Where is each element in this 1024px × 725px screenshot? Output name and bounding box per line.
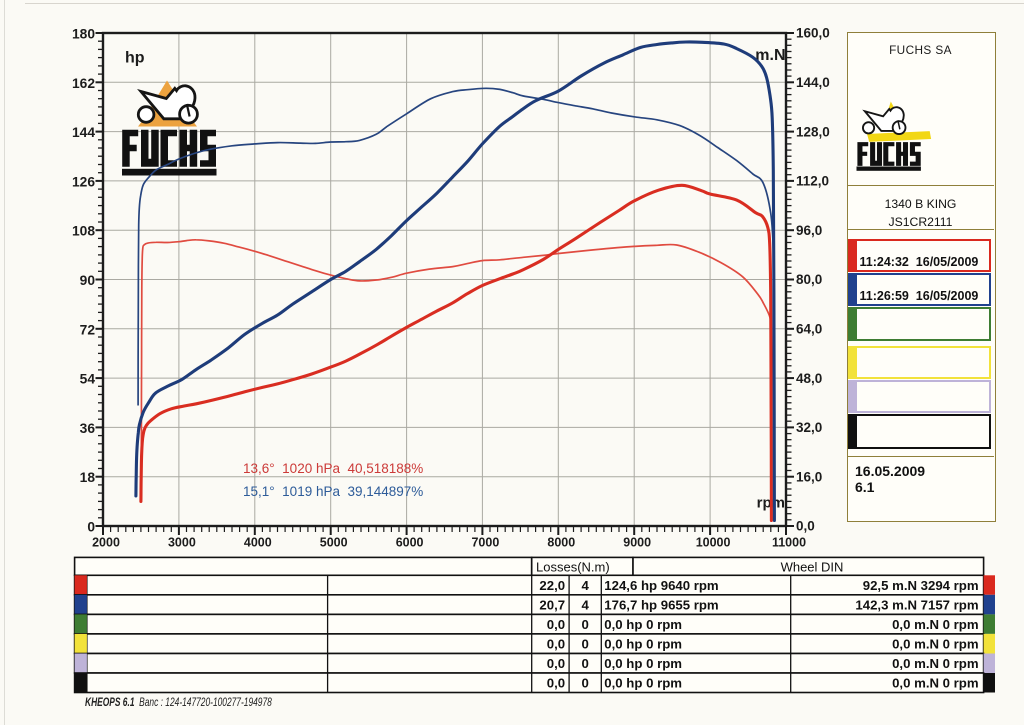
svg-text:3000: 3000: [168, 536, 196, 550]
svg-text:112,0: 112,0: [796, 174, 829, 189]
svg-text:0,0 hp 0 rpm: 0,0 hp 0 rpm: [604, 617, 682, 632]
svg-text:4: 4: [582, 578, 590, 593]
svg-text:18: 18: [80, 470, 96, 485]
svg-text:80,0: 80,0: [796, 272, 822, 287]
svg-text:Losses(N.m): Losses(N.m): [536, 559, 610, 574]
svg-text:0,0 hp 0 rpm: 0,0 hp 0 rpm: [604, 676, 682, 691]
svg-text:4000: 4000: [244, 536, 272, 550]
svg-text:48,0: 48,0: [796, 371, 822, 386]
svg-text:hp: hp: [125, 50, 145, 67]
svg-text:142,3 m.N 7157 rpm: 142,3 m.N 7157 rpm: [855, 597, 978, 612]
svg-text:180: 180: [72, 27, 95, 42]
svg-text:108: 108: [72, 224, 95, 239]
svg-text:0: 0: [582, 636, 589, 651]
svg-text:0,0 hp 0 rpm: 0,0 hp 0 rpm: [604, 636, 682, 651]
svg-text:11000: 11000: [772, 536, 806, 550]
svg-text:10000: 10000: [696, 536, 731, 550]
svg-text:20,7: 20,7: [539, 597, 565, 612]
svg-text:5000: 5000: [320, 536, 348, 550]
svg-text:92,5 m.N 3294 rpm: 92,5 m.N 3294 rpm: [863, 578, 979, 593]
svg-text:0,0 m.N 0 rpm: 0,0 m.N 0 rpm: [892, 676, 979, 691]
svg-text:0: 0: [582, 656, 589, 671]
svg-text:0,0 m.N 0 rpm: 0,0 m.N 0 rpm: [892, 617, 979, 632]
svg-text:124,6 hp 9640 rpm: 124,6 hp 9640 rpm: [604, 578, 718, 593]
svg-text:15,1° 1019 hPa 39,144897%: 15,1° 1019 hPa 39,144897%: [243, 484, 423, 499]
svg-text:9000: 9000: [623, 536, 651, 550]
svg-text:126: 126: [72, 174, 95, 189]
svg-text:0,0: 0,0: [547, 636, 565, 651]
svg-text:176,7 hp 9655 rpm: 176,7 hp 9655 rpm: [604, 597, 718, 612]
svg-text:16,0: 16,0: [796, 469, 822, 484]
svg-text:0: 0: [87, 520, 95, 535]
svg-text:13,6° 1020 hPa 40,518188%: 13,6° 1020 hPa 40,518188%: [243, 461, 423, 476]
svg-text:32,0: 32,0: [796, 420, 822, 435]
svg-text:m.N: m.N: [755, 47, 785, 64]
svg-text:7000: 7000: [471, 536, 499, 550]
svg-text:96,0: 96,0: [796, 223, 822, 238]
svg-text:4: 4: [582, 597, 590, 612]
svg-text:0: 0: [582, 617, 589, 632]
svg-text:144,0: 144,0: [796, 75, 830, 90]
svg-text:0,0 hp 0 rpm: 0,0 hp 0 rpm: [604, 656, 682, 671]
svg-text:54: 54: [80, 372, 96, 387]
svg-text:128,0: 128,0: [796, 124, 830, 139]
svg-text:36: 36: [80, 421, 96, 436]
svg-text:2000: 2000: [92, 536, 120, 550]
svg-text:22,0: 22,0: [539, 578, 565, 593]
svg-text:6000: 6000: [396, 536, 424, 550]
svg-text:0,0: 0,0: [547, 656, 565, 671]
svg-text:0: 0: [582, 676, 589, 691]
svg-text:0,0: 0,0: [796, 519, 815, 534]
svg-text:72: 72: [80, 322, 96, 337]
svg-text:0,0 m.N 0 rpm: 0,0 m.N 0 rpm: [892, 636, 979, 651]
svg-text:8000: 8000: [547, 536, 575, 550]
svg-text:0,0: 0,0: [547, 617, 565, 632]
svg-text:162: 162: [72, 76, 95, 91]
svg-text:0,0: 0,0: [547, 676, 565, 691]
svg-text:Wheel DIN: Wheel DIN: [781, 559, 844, 574]
svg-text:160,0: 160,0: [796, 26, 830, 41]
svg-text:90: 90: [80, 273, 96, 288]
svg-text:64,0: 64,0: [796, 322, 822, 337]
svg-text:144: 144: [72, 125, 95, 140]
svg-text:0,0 m.N 0 rpm: 0,0 m.N 0 rpm: [892, 656, 979, 671]
